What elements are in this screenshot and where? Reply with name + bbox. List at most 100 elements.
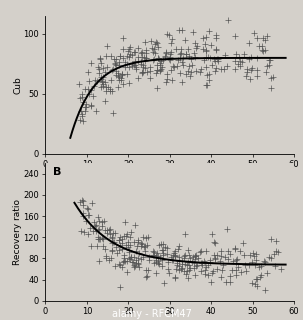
Point bbox=[98, 84, 103, 89]
Point bbox=[202, 271, 207, 276]
Point bbox=[186, 262, 191, 268]
Point bbox=[132, 254, 137, 259]
Point bbox=[256, 264, 261, 269]
Point bbox=[179, 27, 184, 32]
Point bbox=[255, 276, 259, 282]
Point bbox=[119, 265, 124, 270]
Point bbox=[148, 68, 153, 73]
Point bbox=[107, 227, 112, 232]
Point bbox=[80, 211, 85, 216]
Point bbox=[121, 82, 126, 87]
Point bbox=[101, 84, 106, 89]
Point bbox=[255, 36, 260, 41]
Point bbox=[77, 82, 82, 87]
Point bbox=[235, 257, 240, 262]
Point bbox=[114, 56, 118, 61]
Point bbox=[261, 48, 265, 53]
Point bbox=[234, 268, 239, 273]
Point bbox=[173, 252, 178, 257]
Point bbox=[186, 68, 191, 74]
Point bbox=[126, 239, 131, 244]
Point bbox=[278, 266, 283, 271]
Text: alamy - RFCM47: alamy - RFCM47 bbox=[112, 308, 191, 319]
Point bbox=[145, 242, 150, 247]
Point bbox=[161, 253, 166, 258]
Point bbox=[152, 46, 156, 51]
Point bbox=[110, 249, 115, 254]
Point bbox=[155, 62, 160, 68]
Point bbox=[91, 83, 96, 88]
Point bbox=[109, 88, 114, 93]
Point bbox=[151, 58, 155, 63]
Point bbox=[94, 228, 99, 233]
Point bbox=[160, 264, 165, 269]
Point bbox=[171, 258, 175, 263]
Point bbox=[151, 250, 156, 255]
Point bbox=[182, 256, 187, 261]
Point bbox=[263, 260, 268, 265]
Point bbox=[211, 269, 216, 274]
Point bbox=[218, 248, 223, 253]
Point bbox=[113, 60, 118, 66]
Point bbox=[118, 53, 123, 58]
Point bbox=[192, 256, 197, 261]
Point bbox=[275, 250, 280, 255]
Point bbox=[96, 70, 101, 76]
Point bbox=[173, 253, 178, 259]
Point bbox=[116, 84, 121, 89]
Point bbox=[156, 56, 161, 61]
Point bbox=[146, 255, 151, 260]
Y-axis label: Recovery ratio: Recovery ratio bbox=[13, 199, 22, 265]
Point bbox=[109, 68, 114, 73]
Point bbox=[247, 262, 251, 267]
Point bbox=[194, 262, 199, 268]
Point bbox=[77, 118, 82, 123]
Point bbox=[117, 78, 122, 83]
Point bbox=[153, 254, 158, 260]
Point bbox=[119, 246, 124, 252]
Point bbox=[132, 62, 137, 67]
Point bbox=[93, 108, 98, 114]
Point bbox=[254, 252, 259, 257]
Point bbox=[184, 272, 189, 277]
Point bbox=[117, 234, 122, 239]
Point bbox=[183, 262, 188, 267]
Point bbox=[258, 275, 262, 280]
Point bbox=[157, 57, 161, 62]
Point bbox=[155, 67, 159, 72]
Point bbox=[103, 69, 108, 74]
Point bbox=[249, 67, 254, 72]
Point bbox=[243, 268, 248, 274]
Point bbox=[179, 51, 184, 56]
Point bbox=[177, 70, 182, 75]
Point bbox=[213, 35, 218, 40]
Point bbox=[241, 241, 246, 246]
Point bbox=[121, 46, 126, 51]
Point bbox=[192, 266, 197, 271]
Point bbox=[254, 284, 259, 289]
Point bbox=[222, 67, 227, 72]
Point bbox=[105, 231, 110, 236]
Point bbox=[87, 78, 92, 84]
Point bbox=[168, 54, 172, 60]
Point bbox=[172, 251, 177, 256]
Point bbox=[227, 252, 232, 257]
Point bbox=[202, 42, 207, 47]
Point bbox=[263, 48, 268, 53]
Point bbox=[110, 236, 115, 241]
Point bbox=[85, 86, 90, 92]
Point bbox=[108, 54, 113, 59]
Point bbox=[233, 67, 238, 72]
Point bbox=[130, 63, 135, 68]
Point bbox=[203, 49, 208, 54]
Point bbox=[169, 68, 174, 73]
Point bbox=[102, 79, 107, 84]
Point bbox=[180, 262, 185, 267]
Point bbox=[260, 43, 265, 48]
Point bbox=[144, 55, 148, 60]
Point bbox=[164, 79, 168, 84]
Point bbox=[163, 50, 168, 55]
Point bbox=[177, 254, 181, 259]
Point bbox=[181, 55, 185, 60]
Point bbox=[79, 95, 84, 100]
